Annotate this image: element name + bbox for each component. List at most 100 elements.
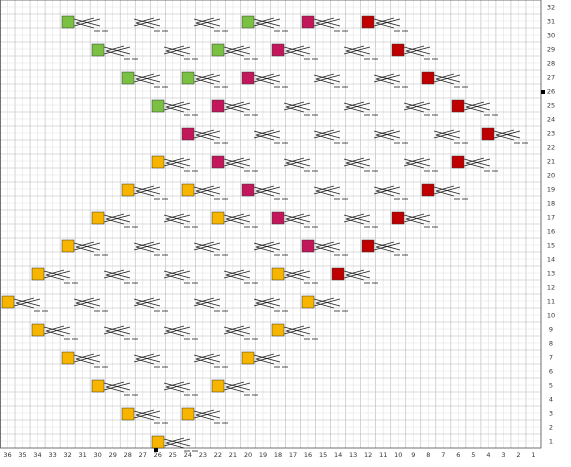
- cable-cross-symbol: [403, 157, 431, 169]
- cable-cross-symbol: [253, 297, 281, 309]
- cable-cross-symbol: [253, 353, 281, 365]
- x-tick-label: 24: [184, 451, 192, 459]
- stitch-marker-red: [451, 155, 465, 169]
- cable-cross-symbol: [403, 101, 431, 113]
- y-tick-label: 20: [547, 172, 555, 180]
- stitch-marker-yellow: [301, 295, 315, 309]
- x-tick-label: 30: [94, 451, 102, 459]
- x-tick-label: 4: [486, 451, 490, 459]
- cable-cross-symbol: [193, 17, 221, 29]
- cable-cross-symbol: [283, 269, 311, 281]
- cable-cross-symbol: [403, 45, 431, 57]
- cable-cross-symbol: [163, 325, 191, 337]
- stitch-marker-magenta: [241, 183, 255, 197]
- cable-cross-symbol: [193, 185, 221, 197]
- stitch-marker-red: [391, 43, 405, 57]
- x-tick-label: 5: [471, 451, 475, 459]
- x-tick-label: 16: [304, 451, 312, 459]
- x-tick-label: 34: [33, 451, 41, 459]
- stitch-marker-red: [451, 99, 465, 113]
- x-tick-label: 18: [274, 451, 282, 459]
- x-tick-label: 14: [334, 451, 342, 459]
- x-tick-label: 29: [109, 451, 117, 459]
- cable-cross-symbol: [373, 73, 401, 85]
- x-tick-label: 15: [319, 451, 327, 459]
- cable-cross-symbol: [163, 381, 191, 393]
- x-tick-label: 1: [531, 451, 535, 459]
- y-tick-label: 5: [549, 382, 553, 390]
- cable-cross-symbol: [103, 325, 131, 337]
- cable-cross-symbol: [283, 325, 311, 337]
- cable-cross-symbol: [433, 185, 461, 197]
- stitch-marker-yellow: [91, 211, 105, 225]
- stitch-marker-red: [481, 127, 495, 141]
- y-tick-label: 30: [547, 32, 555, 40]
- cable-cross-symbol: [283, 101, 311, 113]
- cable-cross-symbol: [73, 353, 101, 365]
- stitch-marker-yellow: [271, 323, 285, 337]
- x-tick-label: 26: [154, 451, 162, 459]
- cable-cross-symbol: [73, 297, 101, 309]
- stitch-marker-magenta: [271, 43, 285, 57]
- y-tick-label: 24: [547, 116, 555, 124]
- cable-cross-symbol: [163, 213, 191, 225]
- cable-cross-symbol: [433, 129, 461, 141]
- cable-cross-symbol: [463, 157, 491, 169]
- cable-cross-symbol: [463, 101, 491, 113]
- x-tick-label: 12: [364, 451, 372, 459]
- y-axis: 1234567891011121314151617181920212223242…: [547, 4, 555, 446]
- cable-cross-symbol: [133, 241, 161, 253]
- cable-cross-symbol: [343, 157, 371, 169]
- stitch-marker-red: [361, 15, 375, 29]
- x-axis: 36 35 34 33 32 31 30 29 28 27 26 25 24 23 22 21 20 19 18 17…: [3, 451, 535, 459]
- cable-cross-symbol: [223, 157, 251, 169]
- x-tick-label: 6: [456, 451, 460, 459]
- stitch-symbols: [1, 15, 528, 452]
- x-tick-label: 20: [244, 451, 252, 459]
- stitch-marker-magenta: [211, 155, 225, 169]
- x-tick-label: 3: [501, 451, 505, 459]
- cable-cross-symbol: [313, 129, 341, 141]
- cable-cross-symbol: [223, 381, 251, 393]
- cable-cross-symbol: [133, 409, 161, 421]
- x-tick-label: 10: [394, 451, 402, 459]
- y-tick-label: 8: [549, 340, 553, 348]
- cable-cross-symbol: [193, 73, 221, 85]
- stitch-marker-red: [421, 183, 435, 197]
- cable-cross-symbol: [133, 297, 161, 309]
- cable-cross-symbol: [133, 353, 161, 365]
- y-tick-label: 15: [547, 242, 555, 250]
- cable-cross-symbol: [193, 129, 221, 141]
- y-tick-label: 25: [547, 102, 555, 110]
- x-tick-label: 35: [18, 451, 26, 459]
- cable-cross-symbol: [193, 297, 221, 309]
- cable-cross-symbol: [163, 45, 191, 57]
- x-tick-label: 32: [63, 451, 71, 459]
- x-tick-label: 19: [259, 451, 267, 459]
- stitch-marker-green: [61, 15, 75, 29]
- cable-cross-symbol: [283, 213, 311, 225]
- stitch-marker-red: [331, 267, 345, 281]
- x-tick-label: 36: [3, 451, 11, 459]
- cable-cross-symbol: [343, 45, 371, 57]
- y-tick-label: 32: [547, 4, 555, 12]
- cable-cross-symbol: [313, 17, 341, 29]
- cable-cross-symbol: [223, 45, 251, 57]
- y-tick-label: 9: [549, 326, 553, 334]
- stitch-marker-yellow: [271, 267, 285, 281]
- stitch-marker-magenta: [211, 99, 225, 113]
- stitch-marker-magenta: [301, 239, 315, 253]
- cable-cross-symbol: [223, 101, 251, 113]
- cable-cross-symbol: [103, 381, 131, 393]
- y-tick-label: 23: [547, 130, 555, 138]
- y-tick-label: 18: [547, 200, 555, 208]
- cable-cross-symbol: [43, 325, 71, 337]
- stitch-marker-yellow: [1, 295, 15, 309]
- stitch-marker-magenta: [271, 211, 285, 225]
- stitch-marker-yellow: [151, 435, 165, 449]
- stitch-marker-yellow: [151, 155, 165, 169]
- cable-cross-symbol: [343, 101, 371, 113]
- y-tick-label: 21: [547, 158, 555, 166]
- x-tick-label: 31: [79, 451, 87, 459]
